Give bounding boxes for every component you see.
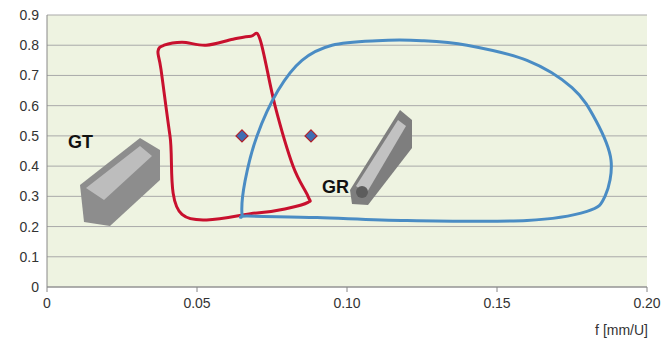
grid-line xyxy=(47,256,647,257)
x-tick xyxy=(197,287,198,292)
y-tick-label: 0.5 xyxy=(20,128,40,144)
grid-line xyxy=(47,15,647,16)
region-outline xyxy=(158,33,310,220)
y-tick-label: 0.1 xyxy=(20,249,40,265)
y-axis xyxy=(47,15,48,287)
series-label: GR xyxy=(322,177,349,197)
region-outline xyxy=(240,40,611,221)
y-tick-label: 0.9 xyxy=(20,7,40,23)
insert-icons xyxy=(80,110,412,226)
point xyxy=(305,130,317,142)
y-tick-label: 0.3 xyxy=(20,188,40,204)
y-tick-label: 0.8 xyxy=(20,37,40,53)
chart: 0 0.1 0.2 0.3 0.4 0.5 0.6 0.7 0.8 0.9 0 0.05 0.10 0.1… xyxy=(0,0,669,347)
x-tick-label: 0.10 xyxy=(333,295,360,311)
y-tick-label: 0.6 xyxy=(20,98,40,114)
grid-line xyxy=(47,226,647,227)
gr-insert xyxy=(350,110,412,205)
y-tick-label: 0.7 xyxy=(20,67,40,83)
series-labels: GT GR xyxy=(68,132,349,197)
x-tick-label: 0 xyxy=(43,295,51,311)
x-axis-label: f [mm/U] xyxy=(595,322,648,338)
gr-insert-tip xyxy=(356,186,368,198)
x-tick-label: 0.15 xyxy=(483,295,510,311)
grid-line xyxy=(47,45,647,46)
series-label: GT xyxy=(68,132,93,152)
gr-insert-face xyxy=(356,120,406,194)
gt-insert-face xyxy=(86,146,152,200)
x-tick xyxy=(497,287,498,292)
x-tick-label: 0.20 xyxy=(633,295,660,311)
x-tick xyxy=(347,287,348,292)
x-tick xyxy=(647,287,648,292)
y-tick-label: 0.2 xyxy=(20,219,40,235)
x-tick-label: 0.05 xyxy=(183,295,210,311)
plot-background xyxy=(47,15,647,287)
y-tick-label: 0.4 xyxy=(20,158,40,174)
grid-line xyxy=(47,105,647,106)
y-tick-label: 0 xyxy=(31,279,39,295)
grid-line xyxy=(47,135,647,136)
x-tick xyxy=(47,287,48,292)
point xyxy=(236,130,248,142)
data-group xyxy=(158,33,611,221)
